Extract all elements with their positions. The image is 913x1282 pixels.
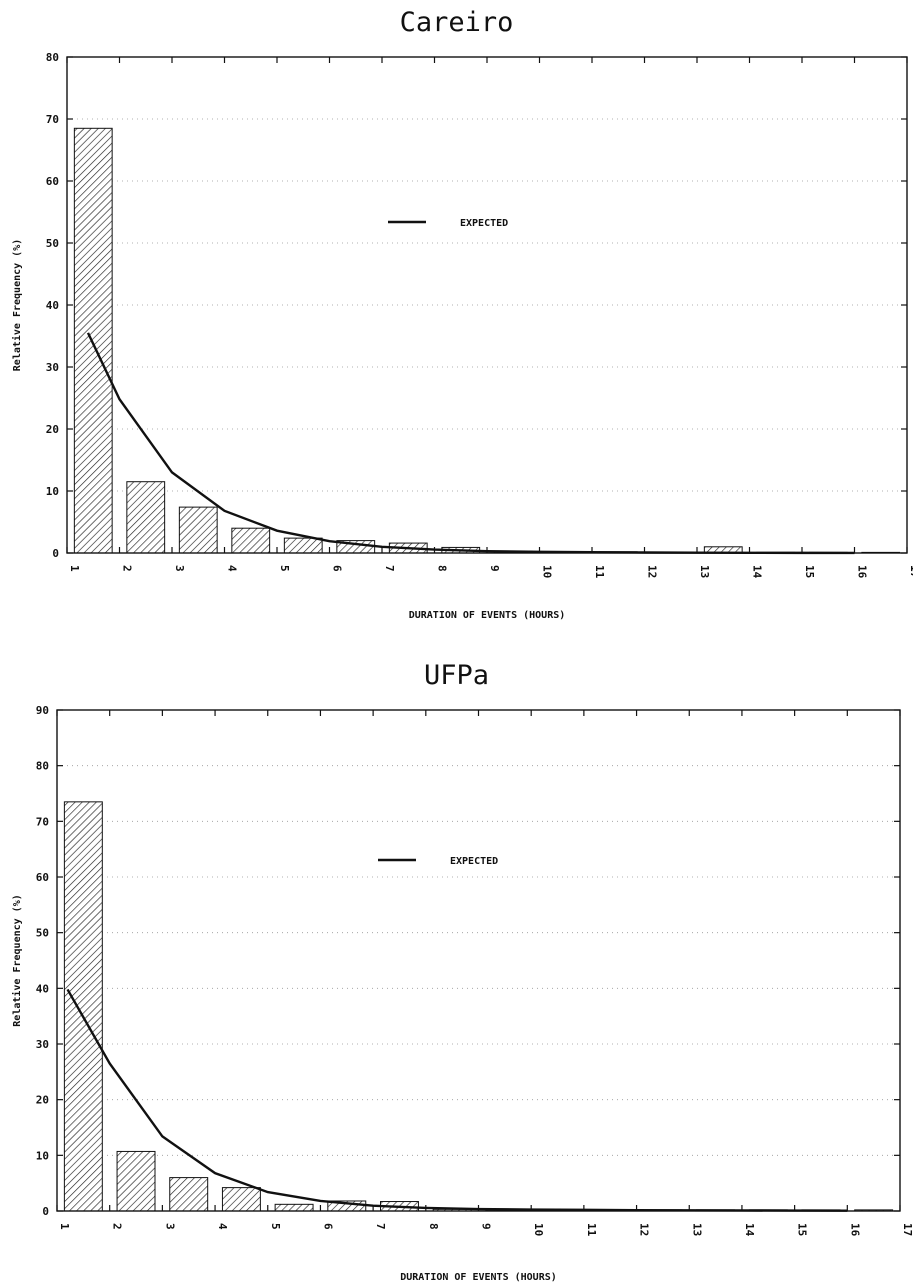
bar-3: [169, 1177, 209, 1212]
tick-label-x: 9: [480, 1223, 493, 1230]
tick-label-x: 16: [848, 1223, 861, 1237]
tick-label-x: 17: [908, 565, 913, 578]
tick-label-x: 8: [436, 565, 449, 572]
tick-label-x: 1: [58, 1223, 71, 1230]
tick-label-y: 50: [36, 927, 49, 940]
tick-label-y: 30: [36, 1038, 49, 1051]
tick-label-y: 10: [46, 485, 59, 498]
tick-label-y: 80: [36, 760, 49, 773]
tick-label-x: 5: [278, 565, 291, 572]
tick-label-x: 10: [532, 1223, 545, 1236]
bar-5: [283, 537, 323, 554]
tick-label-y: 20: [36, 1094, 49, 1107]
tick-label-x: 14: [751, 565, 764, 579]
tick-label-x: 6: [321, 1223, 334, 1230]
bar-1: [73, 127, 113, 554]
tick-label-y: 70: [46, 113, 59, 126]
bar-2: [126, 481, 166, 554]
tick-label-x: 17: [901, 1223, 913, 1236]
tick-label-x: 1: [68, 565, 81, 572]
tick-label-x: 16: [856, 565, 869, 579]
tick-label-x: 12: [638, 1223, 651, 1236]
tick-label-x: 13: [690, 1223, 703, 1236]
x-axis-label: DURATION OF EVENTS (HOURS): [400, 1272, 557, 1282]
tick-label-y: 40: [36, 982, 49, 995]
x-axis-label: DURATION OF EVENTS (HOURS): [409, 610, 566, 621]
y-axis-label: Relative Frequency (%): [11, 894, 23, 1026]
legend-label-expected: EXPECTED: [450, 856, 498, 867]
tick-label-x: 13: [698, 565, 711, 578]
tick-label-x: 12: [646, 565, 659, 578]
tick-label-x: 6: [331, 565, 344, 572]
tick-label-y: 90: [36, 704, 49, 717]
tick-label-y: 40: [46, 299, 59, 312]
tick-label-y: 50: [46, 237, 59, 250]
tick-label-x: 7: [383, 565, 396, 572]
tick-label-y: 0: [42, 1205, 49, 1218]
chart-title-careiro: Careiro: [399, 7, 514, 38]
tick-label-y: 30: [46, 361, 59, 374]
tick-label-x: 14: [743, 1223, 756, 1237]
tick-label-x: 10: [541, 565, 554, 578]
tick-label-x: 15: [803, 565, 816, 578]
tick-label-x: 11: [585, 1223, 598, 1237]
bar-3: [178, 506, 218, 554]
plot-frame: [56, 709, 901, 1212]
tick-label-x: 4: [226, 565, 239, 572]
tick-label-x: 3: [173, 565, 186, 572]
tick-label-y: 20: [46, 423, 59, 436]
tick-label-y: 80: [46, 51, 59, 64]
tick-label-x: 8: [427, 1223, 440, 1230]
bar-4: [221, 1187, 261, 1212]
tick-label-x: 9: [488, 565, 501, 572]
tick-label-y: 60: [46, 175, 59, 188]
tick-label-x: 3: [163, 1223, 176, 1230]
tick-label-x: 2: [111, 1223, 124, 1230]
tick-label-y: 60: [36, 871, 49, 884]
tick-label-x: 11: [593, 565, 606, 579]
bar-4: [231, 527, 271, 554]
tick-label-x: 15: [796, 1223, 809, 1236]
tick-label-x: 7: [374, 1223, 387, 1230]
chart-title-ufpa: UFPa: [423, 660, 490, 691]
y-axis-label: Relative Frequency (%): [11, 239, 23, 371]
tick-label-y: 0: [52, 547, 59, 560]
bar-2: [116, 1150, 156, 1212]
bar-1: [63, 801, 103, 1212]
tick-label-y: 70: [36, 815, 49, 828]
bar-5: [274, 1203, 314, 1212]
tick-label-x: 2: [121, 565, 134, 572]
tick-label-x: 5: [269, 1223, 282, 1230]
legend-label-expected: EXPECTED: [460, 218, 508, 229]
tick-label-x: 4: [216, 1223, 229, 1230]
tick-label-y: 10: [36, 1149, 49, 1162]
